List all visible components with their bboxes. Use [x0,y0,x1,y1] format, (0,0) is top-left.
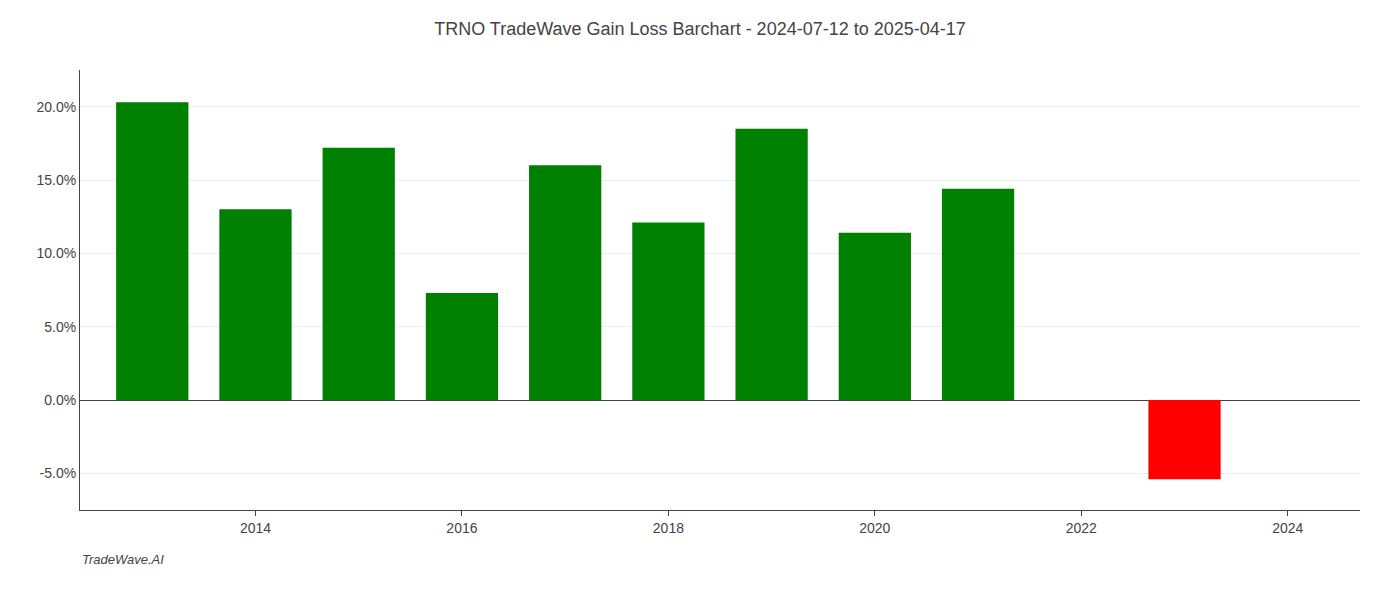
svg-text:TradeWave.AI: TradeWave.AI [82,552,164,567]
svg-text:2024: 2024 [1272,520,1303,536]
svg-text:20.0%: 20.0% [36,99,76,115]
svg-text:0.0%: 0.0% [44,392,76,408]
svg-text:2014: 2014 [240,520,271,536]
svg-text:TRNO TradeWave Gain Loss Barch: TRNO TradeWave Gain Loss Barchart - 2024… [434,19,966,39]
svg-text:-5.0%: -5.0% [40,465,77,481]
svg-text:5.0%: 5.0% [44,319,76,335]
svg-text:2016: 2016 [446,520,477,536]
svg-text:2018: 2018 [653,520,684,536]
svg-text:2020: 2020 [859,520,890,536]
svg-text:2022: 2022 [1066,520,1097,536]
svg-text:10.0%: 10.0% [36,245,76,261]
svg-text:15.0%: 15.0% [36,172,76,188]
